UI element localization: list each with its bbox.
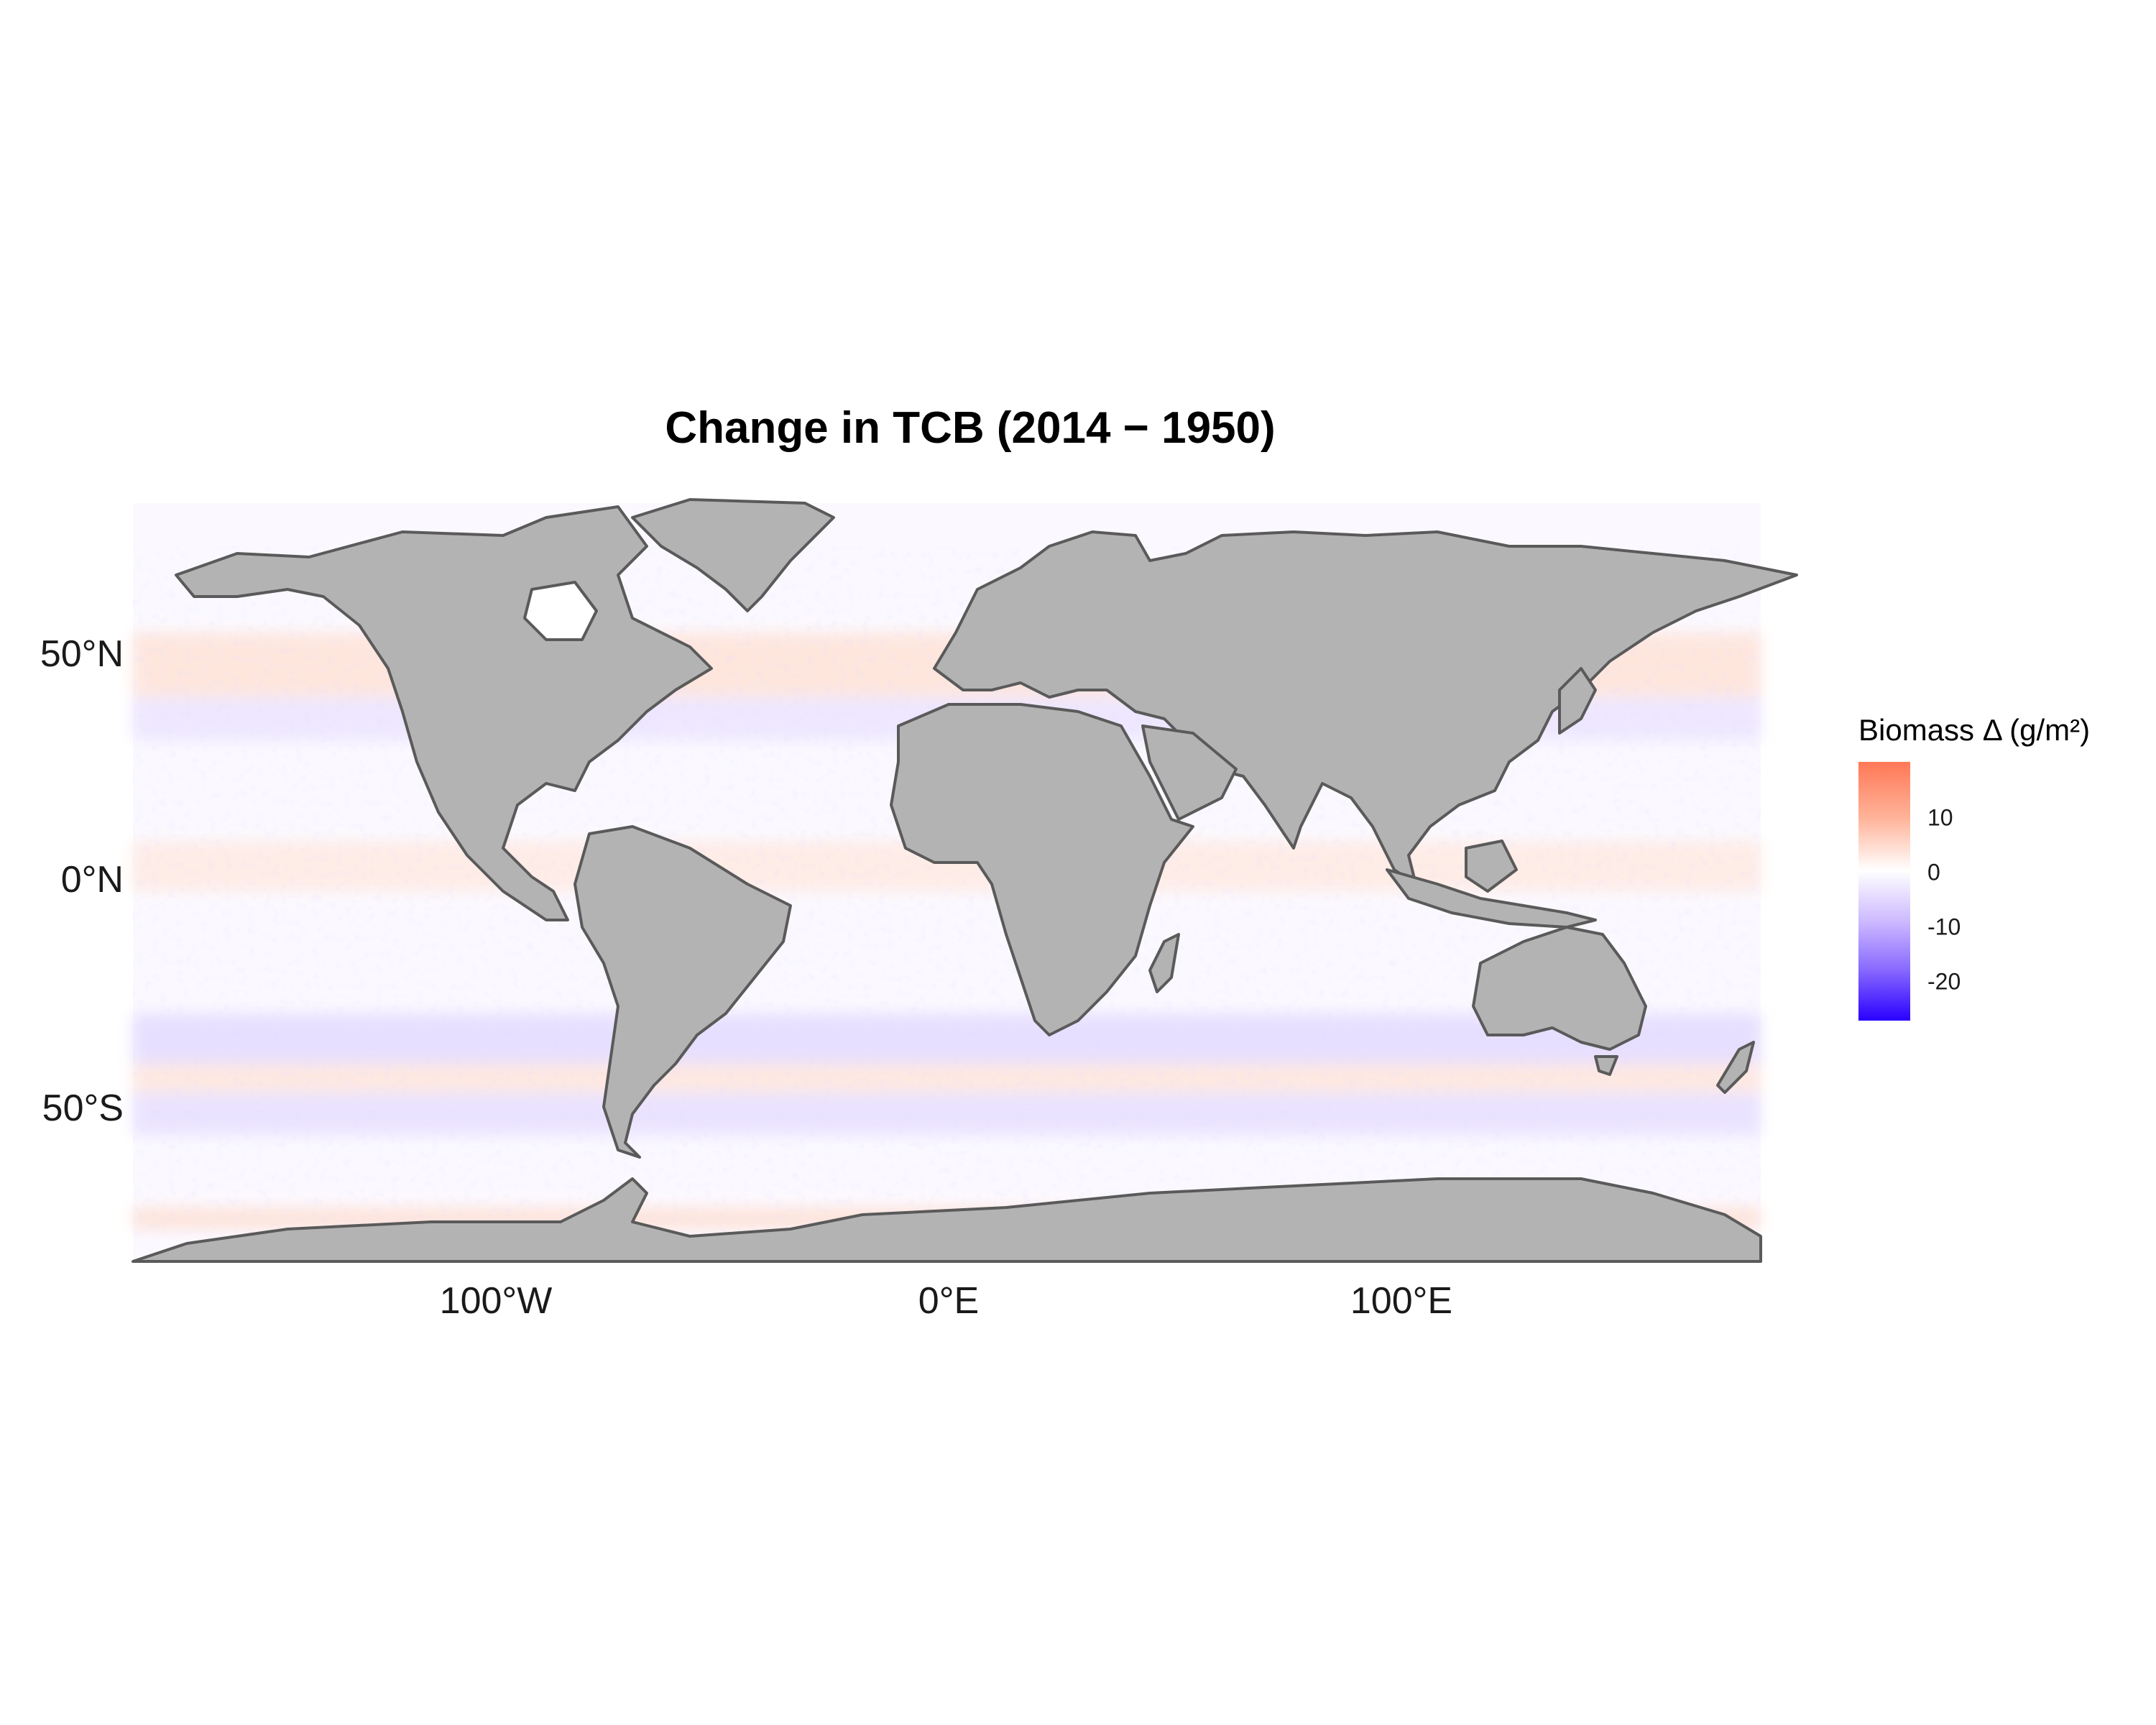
- lon-label-0e: 0°E: [918, 1280, 980, 1322]
- map-title: Change in TCB (2014 − 1950): [665, 403, 1276, 453]
- indonesia: [1386, 868, 1597, 929]
- borneo: [1465, 840, 1518, 893]
- hudson-bay: [523, 581, 598, 641]
- legend-tick-label: -20: [1927, 968, 1961, 995]
- antarctica: [132, 1177, 1762, 1263]
- arabia: [1141, 724, 1238, 821]
- legend-tick-mark: [1910, 872, 1920, 873]
- lat-label-0n: 0°N: [60, 859, 124, 901]
- madagascar: [1148, 933, 1180, 993]
- greenland: [631, 498, 835, 612]
- legend-tick-label: -10: [1927, 914, 1961, 940]
- lon-label-100w: 100°W: [439, 1280, 553, 1322]
- legend-tick-mark: [1910, 981, 1920, 983]
- land-masses: [132, 498, 1798, 1263]
- legend-title: Biomass Δ (g/m²): [1858, 713, 2091, 747]
- legend-tick-mark: [1910, 926, 1920, 928]
- legend-colorbar: [1858, 762, 1910, 1021]
- south-america: [573, 825, 792, 1159]
- lon-label-100e: 100°E: [1350, 1280, 1453, 1322]
- legend-tick-label: 0: [1927, 859, 1940, 886]
- australia: [1472, 926, 1647, 1051]
- legend-tick-label: 10: [1927, 804, 1953, 831]
- japan: [1558, 667, 1597, 735]
- lat-label-50n: 50°N: [40, 633, 124, 675]
- lat-label-50s: 50°S: [42, 1087, 124, 1129]
- tasmania: [1594, 1055, 1618, 1076]
- legend-tick-mark: [1910, 817, 1920, 819]
- africa: [890, 703, 1194, 1036]
- eurasia: [933, 530, 1798, 886]
- new-zealand: [1716, 1041, 1755, 1094]
